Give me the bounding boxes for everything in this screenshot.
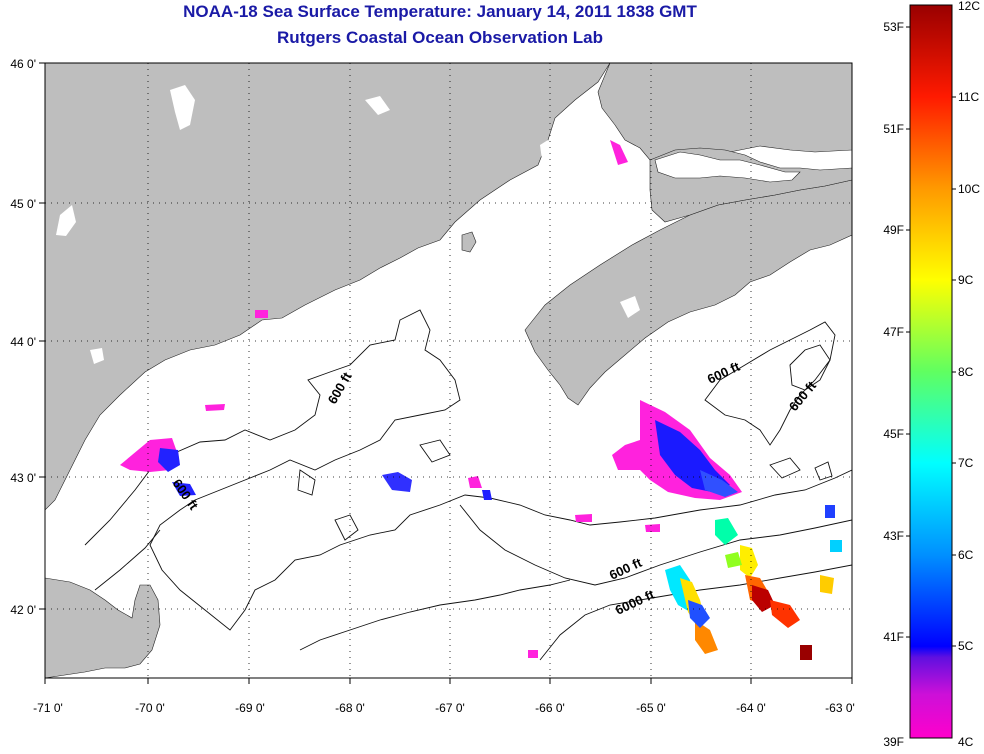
contour-shelf — [459, 504, 852, 586]
sst-patch — [688, 600, 710, 628]
lat-label: 45 0' — [10, 197, 36, 211]
c-label: 12C — [958, 0, 980, 13]
map-title: NOAA-18 Sea Surface Temperature: January… — [183, 2, 697, 21]
c-label: 8C — [958, 365, 974, 379]
lat-label: 44 0' — [10, 335, 36, 349]
c-label: 7C — [958, 456, 974, 470]
graticule — [45, 63, 852, 678]
c-label: 11C — [958, 90, 979, 104]
lon-label: -64 0' — [736, 701, 766, 715]
map-subtitle: Rutgers Coastal Ocean Observation Lab — [277, 28, 603, 47]
map-frame — [44, 62, 853, 679]
sst-patches — [120, 140, 842, 660]
sst-patch — [610, 140, 628, 165]
lake — [56, 205, 76, 236]
sst-patch — [740, 545, 758, 578]
lake — [620, 296, 640, 318]
sst-patch — [725, 552, 742, 568]
sst-patch — [158, 448, 180, 472]
f-label: 39F — [883, 735, 904, 749]
land-massachusetts — [45, 577, 161, 678]
colorbar — [909, 4, 953, 739]
colorbar-c-labels: 12C 11C 10C 9C 8C 7C 6C 5C 4C — [958, 0, 980, 749]
contour-600ft-gulf — [84, 309, 852, 631]
lake — [365, 96, 390, 115]
sst-patch — [575, 514, 592, 522]
sst-patch — [825, 505, 835, 518]
contour-6000ft — [539, 564, 852, 661]
lon-label: -65 0' — [636, 701, 666, 715]
sst-patch — [482, 490, 492, 500]
lon-label: -71 0' — [33, 701, 63, 715]
map-area — [45, 63, 852, 678]
lon-label: -67 0' — [435, 701, 465, 715]
sst-patch — [820, 575, 834, 594]
lon-label: -63 0' — [825, 701, 855, 715]
contour-small-3 — [334, 514, 359, 541]
contour-small-4 — [769, 457, 801, 479]
f-label: 45F — [883, 427, 904, 441]
sst-patch — [172, 482, 196, 496]
sst-patch — [830, 540, 842, 552]
contour-east — [704, 321, 836, 446]
contour-600ft-sw — [94, 529, 161, 591]
lat-label: 43 0' — [10, 471, 36, 485]
sst-patch — [752, 585, 775, 612]
c-label: 4C — [958, 735, 974, 749]
c-label: 10C — [958, 182, 980, 196]
contour-small-2 — [419, 439, 451, 463]
sst-patch — [528, 650, 538, 658]
sst-patch — [655, 420, 730, 492]
lon-label: -70 0' — [135, 701, 165, 715]
land-nova-scotia — [524, 179, 852, 406]
lake — [170, 85, 195, 130]
bay-minas-basin — [654, 151, 801, 183]
sst-patch — [700, 470, 738, 497]
f-label: 51F — [883, 122, 904, 136]
c-label: 6C — [958, 548, 974, 562]
c-label: 5C — [958, 639, 974, 653]
bathymetry-contours — [84, 309, 852, 661]
lat-label: 46 0' — [10, 57, 36, 71]
sst-patch — [382, 472, 412, 492]
sst-patch — [468, 476, 482, 488]
colorbar-ticks — [906, 26, 956, 647]
sst-patch — [715, 518, 738, 545]
sst-patch — [770, 600, 800, 628]
sst-patch — [645, 524, 660, 532]
contour-east-2 — [789, 344, 831, 391]
frame-ticks — [39, 62, 853, 684]
lon-label: -68 0' — [335, 701, 365, 715]
sst-patch — [695, 620, 718, 654]
f-label: 41F — [883, 630, 904, 644]
f-label: 53F — [883, 20, 904, 34]
land-grand-manan — [461, 231, 477, 253]
lake — [90, 348, 104, 364]
sst-patch — [255, 310, 268, 318]
lat-label: 42 0' — [10, 603, 36, 617]
lon-label: -69 0' — [235, 701, 265, 715]
lake — [540, 140, 552, 160]
sst-patch — [800, 645, 812, 660]
c-label: 9C — [958, 273, 974, 287]
f-label: 43F — [883, 529, 904, 543]
lat-labels: 46 0' 45 0' 44 0' 43 0' 42 0' — [10, 57, 36, 617]
f-label: 47F — [883, 325, 904, 339]
contour-small-5 — [814, 461, 833, 481]
sst-patch — [205, 404, 225, 411]
lon-label: -66 0' — [535, 701, 565, 715]
contour-georges — [299, 579, 571, 651]
f-label: 49F — [883, 223, 904, 237]
lon-labels: -71 0' -70 0' -69 0' -68 0' -67 0' -66 0… — [33, 701, 855, 715]
colorbar-f-labels: 53F 51F 49F 47F 45F 43F 41F 39F — [883, 20, 904, 749]
